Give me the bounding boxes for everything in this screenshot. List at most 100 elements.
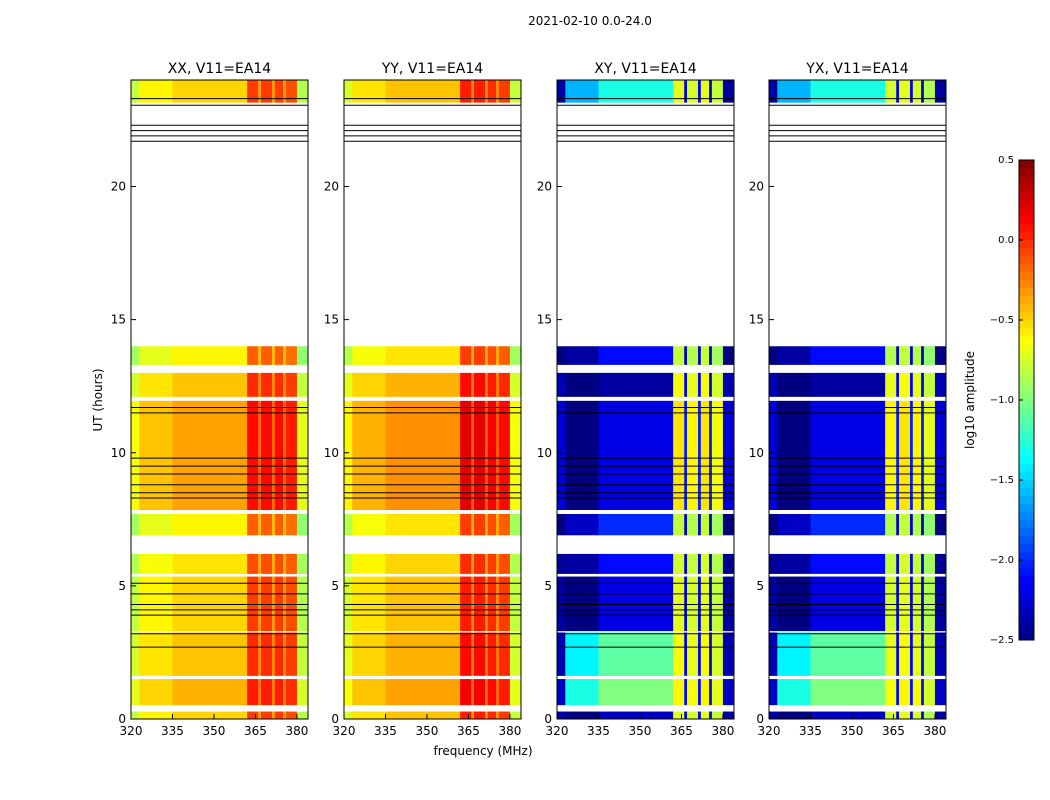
heatmap-cell <box>912 711 922 719</box>
heatmap-cell <box>344 513 353 536</box>
heatmap-cell <box>673 553 685 574</box>
colorbar-segment <box>1019 632 1034 641</box>
colorbar-segment <box>1019 288 1034 297</box>
colorbar-segment <box>1019 320 1034 329</box>
heatmap-cell <box>673 576 685 632</box>
colorbar-segment <box>1019 160 1034 169</box>
heatmap-cell <box>898 400 911 510</box>
y-tick-label: 20 <box>111 180 126 194</box>
x-tick-label: 350 <box>203 724 226 738</box>
y-tick-label: 10 <box>537 446 552 460</box>
heatmap-cell <box>923 632 936 676</box>
heatmap-cell <box>258 80 262 103</box>
heatmap-cell <box>283 576 287 632</box>
heatmap-cell <box>498 576 511 632</box>
panel-frame <box>556 79 735 720</box>
heatmap-cell <box>711 80 724 103</box>
heatmap-cell <box>885 553 897 574</box>
colorbar-label: log10 amplitude <box>963 351 977 449</box>
heatmap-cell <box>385 711 461 719</box>
heatmap-cell <box>598 372 674 397</box>
heatmap-cell <box>686 576 699 632</box>
colorbar-segment <box>1019 608 1034 617</box>
heatmap-cell <box>557 711 566 719</box>
panel-title: XY, V11=EA14 <box>594 61 696 77</box>
x-tick-label: 320 <box>546 724 569 738</box>
heatmap-cell <box>260 80 273 103</box>
heatmap-cell <box>921 346 925 365</box>
heatmap-cell <box>898 679 911 706</box>
y-tick-label: 0 <box>756 712 764 726</box>
heatmap-cell <box>673 711 685 719</box>
colorbar-segment <box>1019 536 1034 545</box>
heatmap-cell <box>910 632 914 676</box>
heatmap-cell <box>711 513 724 536</box>
heatmap-cell <box>471 711 475 719</box>
heatmap-cell <box>385 632 461 676</box>
heatmap-cell <box>485 513 489 536</box>
heatmap-cell <box>709 711 713 719</box>
heatmap-cell <box>898 80 911 103</box>
heatmap-cell <box>274 711 284 719</box>
heatmap-cell <box>598 679 674 706</box>
heatmap-cell <box>473 553 486 574</box>
heatmap-cell <box>898 346 911 365</box>
heatmap-cell <box>934 372 947 397</box>
heatmap-cell <box>896 632 900 676</box>
heatmap-cell <box>711 372 724 397</box>
heatmap-cell <box>283 80 287 103</box>
heatmap-cell <box>272 372 276 397</box>
heatmap-cell <box>910 372 914 397</box>
x-tick-label: 320 <box>120 724 143 738</box>
heatmap-cell <box>684 711 688 719</box>
heatmap-cell <box>700 576 710 632</box>
colorbar-segment <box>1019 392 1034 401</box>
heatmap-cell <box>598 553 674 574</box>
heatmap-cell <box>498 679 511 706</box>
heatmap-cell <box>777 372 811 397</box>
heatmap-cell <box>283 711 287 719</box>
heatmap-cell <box>344 372 353 397</box>
heatmap-cell <box>473 513 486 536</box>
heatmap-cell <box>274 576 284 632</box>
x-tick-label: 335 <box>799 724 822 738</box>
heatmap-cell <box>471 576 475 632</box>
colorbar-segment <box>1019 264 1034 273</box>
colorbar-segment <box>1019 464 1034 473</box>
panel-frame <box>343 79 522 720</box>
heatmap-cell <box>921 372 925 397</box>
heatmap-cell <box>509 711 522 719</box>
heatmap-cell <box>473 372 486 397</box>
heatmap-cell <box>344 576 353 632</box>
heatmap-cell <box>810 400 886 510</box>
heatmap-cell <box>498 513 511 536</box>
heatmap-cell <box>698 346 702 365</box>
heatmap-cell <box>139 400 173 510</box>
colorbar-segment <box>1019 248 1034 257</box>
heatmap-cell <box>912 632 922 676</box>
colorbar-segment <box>1019 336 1034 345</box>
heatmap-cell <box>673 679 685 706</box>
colorbar-segment <box>1019 208 1034 217</box>
heatmap-cell <box>912 679 922 706</box>
heatmap-cell <box>769 372 778 397</box>
heatmap-cell <box>923 576 936 632</box>
heatmap-cell <box>709 632 713 676</box>
heatmap-cell <box>885 80 897 103</box>
heatmap-cell <box>272 80 276 103</box>
heatmap-cell <box>471 372 475 397</box>
heatmap-cell <box>274 679 284 706</box>
heatmap-cell <box>344 711 353 719</box>
heatmap-cell <box>684 372 688 397</box>
heatmap-cell <box>700 346 710 365</box>
heatmap-cell <box>921 80 925 103</box>
heatmap-cell <box>352 679 386 706</box>
heatmap-cell <box>557 679 566 706</box>
heatmap-cell <box>709 513 713 536</box>
heatmap-cell <box>172 632 248 676</box>
y-tick-label: 5 <box>331 579 339 593</box>
heatmap-cell <box>460 400 472 510</box>
heatmap-cell <box>131 372 140 397</box>
heatmap-cell <box>698 711 702 719</box>
heatmap-cell <box>473 400 486 510</box>
